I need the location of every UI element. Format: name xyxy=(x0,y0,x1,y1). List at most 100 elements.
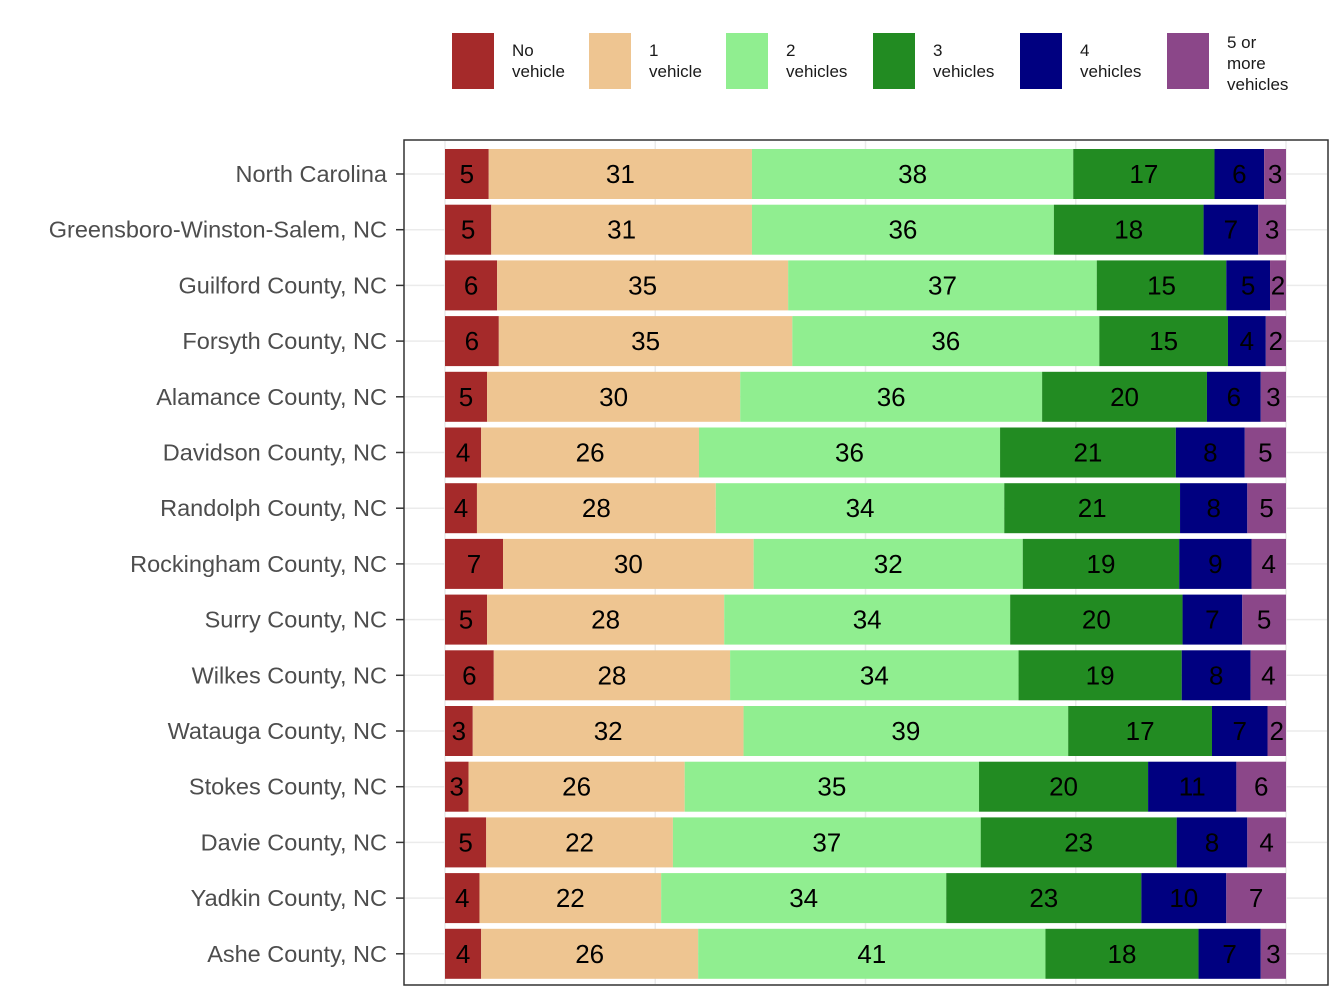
bar-value-label: 4 xyxy=(1262,549,1276,579)
bar-value-label: 8 xyxy=(1205,827,1219,857)
legend-swatch-no-vehicle xyxy=(452,33,494,89)
bar-segment xyxy=(445,427,482,478)
bar-segment xyxy=(1099,316,1228,367)
bar-segment xyxy=(1226,873,1286,924)
bar-value-label: 8 xyxy=(1206,493,1220,523)
bar-segment xyxy=(751,149,1074,199)
bar-value-label: 3 xyxy=(452,716,466,746)
y-axis: North Carolina Greensboro-Winston-Salem, … xyxy=(49,161,404,967)
bar-segment xyxy=(1179,538,1252,589)
bar-value-label: 6 xyxy=(464,270,478,300)
bar-segment xyxy=(498,316,793,367)
bar-value-label: 6 xyxy=(1254,772,1268,802)
bar-value-label: 20 xyxy=(1049,772,1078,802)
bar-value-label: 34 xyxy=(846,493,875,523)
bar-value-label: 20 xyxy=(1110,382,1139,412)
bar-value-label: 5 xyxy=(1257,605,1271,635)
bar-value-label: 36 xyxy=(931,326,960,356)
bar-value-label: 31 xyxy=(606,159,635,189)
bar-segment xyxy=(497,260,789,311)
bar-segment xyxy=(503,538,754,589)
bar-segment xyxy=(1250,650,1286,701)
bar-value-label: 7 xyxy=(1249,883,1263,913)
bar-value-label: 5 xyxy=(459,382,473,412)
bar-segment xyxy=(1180,483,1248,534)
bar-value-label: 37 xyxy=(928,270,957,300)
bar-value-label: 11 xyxy=(1179,772,1206,802)
bar-value-label: 41 xyxy=(857,939,886,969)
bar-value-label: 2 xyxy=(1271,270,1285,300)
bar-segment xyxy=(672,817,981,868)
bar-value-label: 32 xyxy=(874,549,903,579)
bar-value-label: 8 xyxy=(1203,438,1217,468)
bar-segment xyxy=(1264,149,1286,199)
bar-value-label: 21 xyxy=(1073,438,1102,468)
bar-segment xyxy=(1242,594,1286,645)
bar-value-label: 28 xyxy=(591,605,620,635)
legend-label-1-vehicle: 1 vehicle xyxy=(649,41,702,81)
bar-segment xyxy=(487,371,741,422)
bar-value-label: 5 xyxy=(1258,438,1272,468)
legend-label-2-vehicles: 2 vehicles xyxy=(786,41,848,81)
bar-value-label: 4 xyxy=(455,883,469,913)
bar-segment xyxy=(730,650,1019,701)
bar-segment xyxy=(1068,706,1212,756)
legend-swatch-2-vehicles xyxy=(726,33,768,89)
legend-swatch-1-vehicle xyxy=(589,33,631,89)
bar-segment xyxy=(445,817,487,868)
bar-segment xyxy=(1236,761,1286,812)
y-axis-tick-label: Yadkin County, NC xyxy=(191,885,387,911)
bar-segment xyxy=(487,594,725,645)
bar-value-label: 19 xyxy=(1087,549,1116,579)
legend-label-5-or-more-vehicles: 5 or more vehicles xyxy=(1227,33,1289,94)
bar-segment xyxy=(980,817,1177,868)
bar-segment xyxy=(1181,650,1251,701)
bar-segment xyxy=(698,928,1046,979)
bar-segment xyxy=(472,706,744,756)
bar-segment xyxy=(1096,260,1227,311)
bar-segment xyxy=(445,650,494,701)
bar-value-label: 4 xyxy=(456,438,470,468)
bar-value-label: 9 xyxy=(1208,549,1222,579)
legend-label-no-vehicle: No vehicle xyxy=(512,41,565,81)
bar-segment xyxy=(1073,149,1215,199)
bar-value-label: 36 xyxy=(877,382,906,412)
bar-segment xyxy=(445,204,492,255)
bar-segment xyxy=(1010,594,1183,645)
bar-value-label: 3 xyxy=(1265,215,1279,245)
legend-label-4-vehicles: 4 vehicles xyxy=(1080,41,1142,81)
bar-segment xyxy=(1198,928,1261,979)
bar-segment xyxy=(445,928,482,979)
bars-layer: 5 31 38 17 6 35 31 36 18 7 36 35 37 15 5 26 35 36 15 4 25 30 3… xyxy=(445,149,1286,979)
bar-segment xyxy=(753,538,1023,589)
bar-segment xyxy=(1226,260,1271,311)
bar-segment xyxy=(1214,149,1265,199)
bar-segment xyxy=(1000,427,1176,478)
bar-segment xyxy=(1258,204,1286,255)
bar-segment xyxy=(481,928,699,979)
bar-value-label: 4 xyxy=(1261,660,1275,690)
y-axis-tick-label: Wilkes County, NC xyxy=(192,662,387,688)
bar-segment xyxy=(792,316,1100,367)
bar-value-label: 36 xyxy=(835,438,864,468)
bar-value-label: 7 xyxy=(1222,939,1236,969)
bar-value-label: 18 xyxy=(1114,215,1143,245)
bar-value-label: 18 xyxy=(1108,939,1137,969)
bar-segment xyxy=(486,817,673,868)
bar-segment xyxy=(445,149,489,199)
bar-segment xyxy=(479,873,662,924)
bar-value-label: 26 xyxy=(575,939,604,969)
bar-value-label: 8 xyxy=(1209,660,1223,690)
bar-segment xyxy=(445,706,473,756)
bar-segment xyxy=(488,149,752,199)
bar-segment xyxy=(1182,594,1243,645)
bar-segment xyxy=(493,650,731,701)
bar-segment xyxy=(445,761,469,812)
y-axis-tick-label: Davie County, NC xyxy=(201,829,387,855)
bar-value-label: 17 xyxy=(1126,716,1155,746)
bar-value-label: 35 xyxy=(817,772,846,802)
bar-value-label: 22 xyxy=(565,827,594,857)
bar-value-label: 38 xyxy=(898,159,927,189)
bar-value-label: 22 xyxy=(556,883,585,913)
bar-value-label: 10 xyxy=(1169,883,1198,913)
